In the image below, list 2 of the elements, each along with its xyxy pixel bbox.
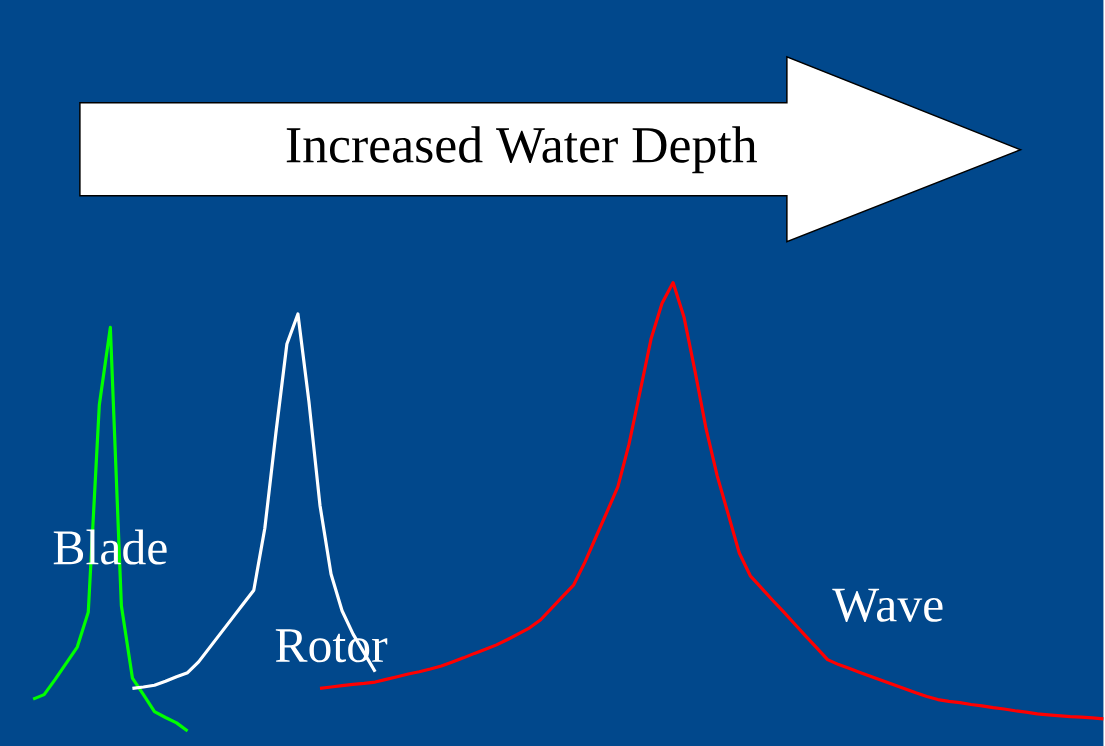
text: Increased Water Depth xyxy=(286,126,757,174)
series-label: Wave xyxy=(832,588,943,623)
